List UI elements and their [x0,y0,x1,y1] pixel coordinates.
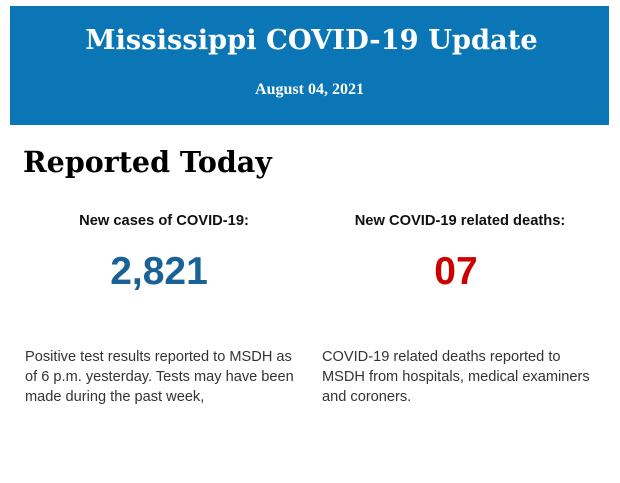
newsletter-date: August 04, 2021 [255,81,364,98]
stat-description-new-cases: Positive test results reported to MSDH a… [25,349,294,405]
section-heading: Reported Today [23,145,272,179]
stat-label-new-cases: New cases of COVID-19: [79,212,249,229]
stat-label-deaths: New COVID-19 related deaths: [354,212,566,229]
stat-column-deaths: New COVID-19 related deaths: 07 COVID-19… [322,0,594,483]
stat-column-new-cases: New cases of COVID-19: 2,821 Positive te… [25,0,297,483]
stat-value-deaths: 07 [434,249,478,293]
header-banner: Mississippi COVID-19 Update August 04, 2… [10,6,609,125]
stat-description-deaths: COVID-19 related deaths reported to MSDH… [322,349,590,405]
stat-value-new-cases: 2,821 [110,249,208,293]
newsletter-title: Mississippi COVID-19 Update [85,24,538,57]
